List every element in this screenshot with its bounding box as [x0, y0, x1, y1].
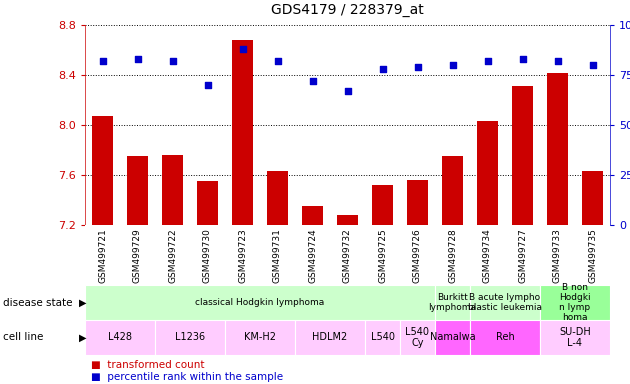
Point	[168, 58, 178, 64]
Point	[553, 58, 563, 64]
Bar	[85, 285, 435, 320]
Bar	[512, 86, 533, 225]
Bar	[225, 320, 295, 355]
Bar	[540, 285, 610, 320]
Bar	[127, 156, 148, 225]
Bar	[400, 320, 435, 355]
Text: GSM499732: GSM499732	[343, 228, 352, 283]
Text: GSM499727: GSM499727	[518, 228, 527, 283]
Point	[343, 88, 353, 94]
Text: GSM499735: GSM499735	[588, 228, 597, 283]
Text: Namalwa: Namalwa	[430, 333, 475, 343]
Bar	[470, 285, 540, 320]
Point	[483, 58, 493, 64]
Bar	[442, 156, 463, 225]
Text: SU-DH
L-4: SU-DH L-4	[559, 327, 591, 348]
Bar	[92, 116, 113, 225]
Bar	[267, 171, 288, 225]
Text: GSM499725: GSM499725	[378, 228, 387, 283]
Bar	[197, 181, 218, 225]
Text: ■  transformed count: ■ transformed count	[91, 360, 205, 370]
Bar	[232, 40, 253, 225]
Text: ▶: ▶	[79, 298, 87, 308]
Bar	[470, 320, 540, 355]
Bar	[162, 155, 183, 225]
Point	[132, 56, 142, 62]
Point	[98, 58, 108, 64]
Text: B non
Hodgki
n lymp
homa: B non Hodgki n lymp homa	[559, 283, 591, 321]
Point	[517, 56, 527, 62]
Text: GDS4179 / 228379_at: GDS4179 / 228379_at	[271, 3, 424, 17]
Bar	[365, 320, 400, 355]
Point	[377, 66, 387, 72]
Text: cell line: cell line	[3, 333, 43, 343]
Text: GSM499733: GSM499733	[553, 228, 562, 283]
Text: B acute lympho
blastic leukemia: B acute lympho blastic leukemia	[468, 293, 542, 312]
Point	[307, 78, 318, 84]
Text: L428: L428	[108, 333, 132, 343]
Bar	[547, 73, 568, 225]
Bar	[582, 171, 603, 225]
Text: KM-H2: KM-H2	[244, 333, 276, 343]
Text: GSM499729: GSM499729	[133, 228, 142, 283]
Bar	[337, 215, 358, 225]
Point	[272, 58, 282, 64]
Point	[202, 82, 212, 88]
Text: GSM499722: GSM499722	[168, 228, 177, 283]
Bar	[155, 320, 225, 355]
Text: GSM499726: GSM499726	[413, 228, 422, 283]
Text: L540: L540	[370, 333, 394, 343]
Point	[587, 62, 597, 68]
Text: Burkitt
lymphoma: Burkitt lymphoma	[428, 293, 476, 312]
Text: ▶: ▶	[79, 333, 87, 343]
Text: GSM499723: GSM499723	[238, 228, 247, 283]
Bar	[372, 185, 393, 225]
Text: GSM499724: GSM499724	[308, 228, 317, 283]
Bar	[85, 320, 155, 355]
Bar	[435, 285, 470, 320]
Text: L1236: L1236	[175, 333, 205, 343]
Text: GSM499728: GSM499728	[448, 228, 457, 283]
Text: ■  percentile rank within the sample: ■ percentile rank within the sample	[91, 372, 284, 382]
Text: GSM499730: GSM499730	[203, 228, 212, 283]
Text: GSM499731: GSM499731	[273, 228, 282, 283]
Point	[413, 64, 423, 70]
Bar	[435, 320, 470, 355]
Bar	[407, 180, 428, 225]
Bar	[477, 121, 498, 225]
Text: L540
Cy: L540 Cy	[406, 327, 430, 348]
Text: GSM499734: GSM499734	[483, 228, 492, 283]
Text: HDLM2: HDLM2	[312, 333, 348, 343]
Bar	[295, 320, 365, 355]
Point	[447, 62, 457, 68]
Text: disease state: disease state	[3, 298, 72, 308]
Bar	[302, 206, 323, 225]
Point	[238, 46, 248, 52]
Bar	[540, 320, 610, 355]
Text: GSM499721: GSM499721	[98, 228, 107, 283]
Text: Reh: Reh	[496, 333, 514, 343]
Text: classical Hodgkin lymphoma: classical Hodgkin lymphoma	[195, 298, 324, 307]
